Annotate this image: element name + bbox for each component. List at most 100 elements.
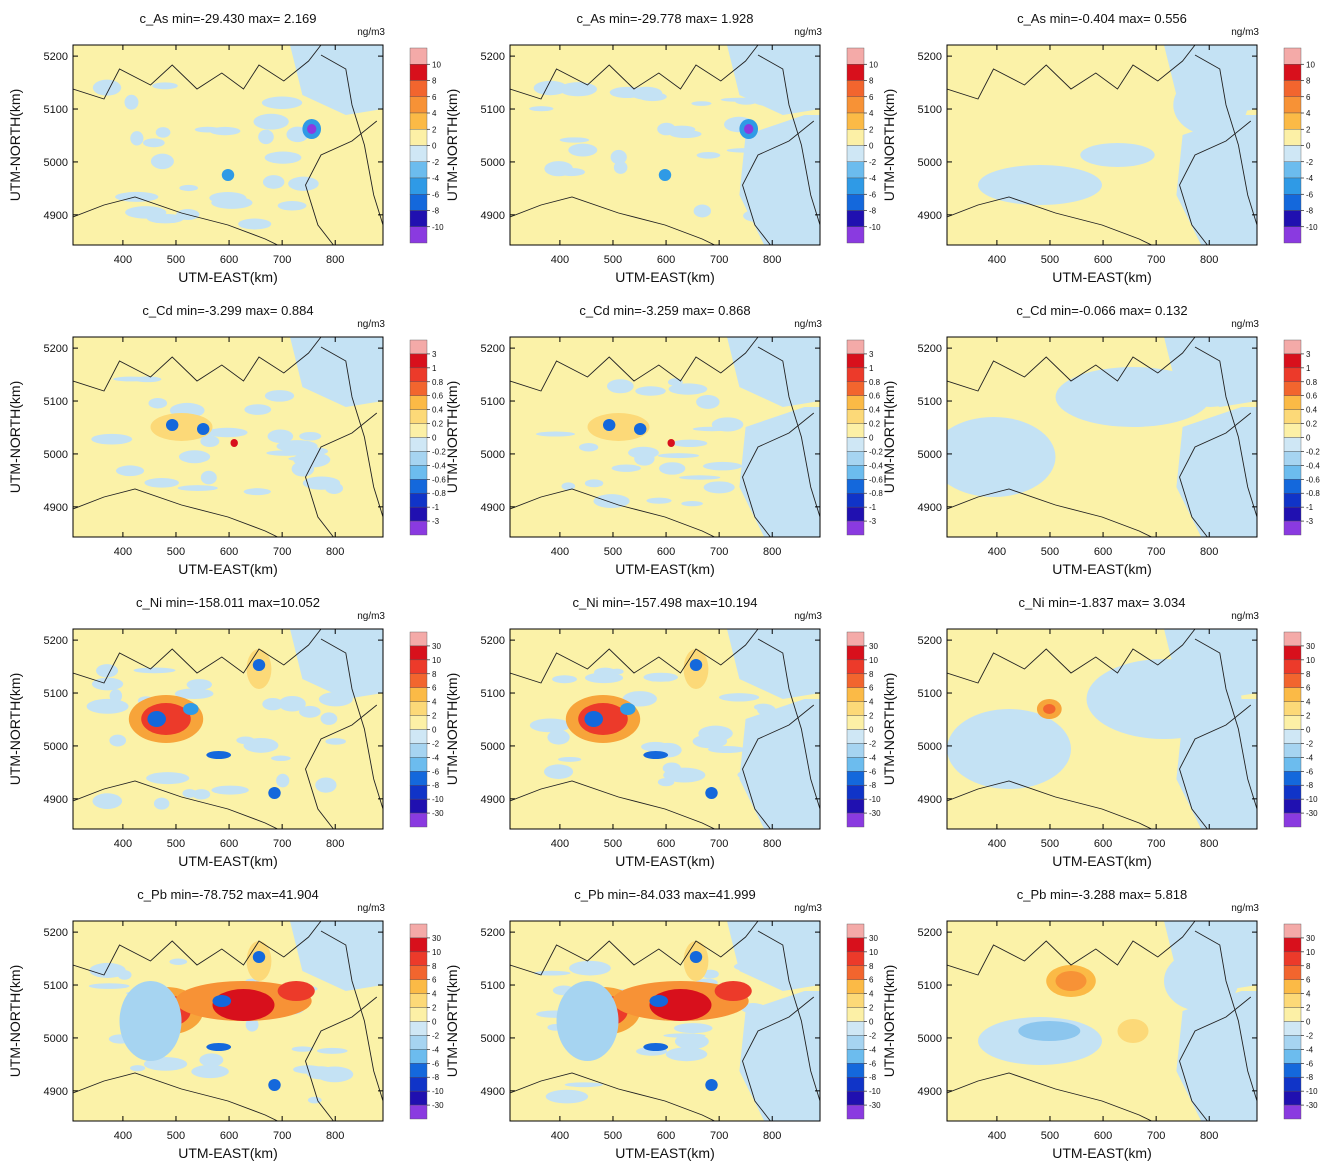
colorbar-box: [409, 771, 428, 786]
field-blob: [703, 481, 735, 494]
x-tick-label: 800: [1200, 254, 1218, 266]
colorbar-box: [1283, 965, 1302, 980]
x-tick-label: 600: [657, 1130, 675, 1142]
field-blob: [109, 689, 123, 703]
y-tick-label: 5000: [481, 157, 505, 169]
x-tick-label: 500: [1041, 546, 1059, 558]
colorbar-label: 2: [869, 1004, 874, 1013]
field-blob: [1018, 1021, 1081, 1041]
colorbar-label: -2: [1306, 1031, 1314, 1040]
colorbar-box: [846, 47, 865, 65]
colorbar-label: -6: [869, 190, 877, 199]
field-blob: [109, 734, 127, 747]
border-line: [320, 930, 383, 1102]
map-field: [510, 921, 820, 1121]
field-blob: [1173, 347, 1248, 407]
colorbar-box: [409, 409, 428, 424]
y-tick-label: 5200: [481, 343, 505, 355]
x-axis-label: UTM-EAST(km): [178, 1145, 278, 1161]
field-blob: [737, 769, 777, 781]
colorbar-label: -1: [1306, 503, 1314, 512]
colorbar-box: [1283, 1063, 1302, 1078]
colorbar-label: 10: [432, 60, 441, 69]
field-blob: [593, 667, 617, 678]
field-blob: [174, 688, 214, 700]
x-axis-label: UTM-EAST(km): [178, 269, 278, 285]
border-line: [305, 412, 378, 537]
field-blob: [692, 734, 728, 749]
alps-region: [727, 45, 820, 115]
colorbar-label: 8: [869, 670, 874, 679]
panel: c_Pb min=-84.033 max=41.999 ng/m3 UTM-EAST…: [444, 887, 881, 1161]
colorbar-box: [1283, 47, 1302, 65]
panel: c_Ni min=-157.498 max=10.194 ng/m3 UTM-EAS…: [444, 595, 881, 869]
colorbar-label: -6: [432, 190, 440, 199]
field-blob: [116, 465, 145, 477]
colorbar-label: -8: [869, 207, 877, 216]
field-blob: [91, 677, 124, 691]
colorbar-box: [846, 210, 865, 227]
colorbar-box: [1283, 64, 1302, 81]
map-field: [510, 337, 820, 537]
colorbar-box: [1283, 395, 1302, 410]
colorbar-box: [846, 465, 865, 480]
field-blob: [91, 433, 133, 445]
field-blob: [307, 124, 317, 134]
colorbar-label: 0.6: [869, 392, 881, 401]
field-blob: [610, 149, 627, 165]
border-line: [947, 1072, 1152, 1121]
field-blob: [752, 94, 792, 107]
field-blob: [299, 431, 322, 441]
border-line: [947, 629, 1196, 684]
colorbar-box: [1283, 1021, 1302, 1036]
field-blob: [761, 1013, 781, 1020]
colorbar-label: -0.8: [432, 489, 446, 498]
colorbar-box: [846, 395, 865, 410]
colorbar-box: [1283, 785, 1302, 800]
border-line: [947, 45, 1196, 100]
field-blob: [212, 995, 232, 1007]
border-line: [742, 120, 815, 245]
border-line: [1194, 54, 1257, 226]
x-tick-label: 500: [1041, 838, 1059, 850]
colorbar-box: [846, 701, 865, 716]
x-tick-label: 500: [604, 254, 622, 266]
y-tick-label: 5100: [481, 104, 505, 116]
colorbar-box: [846, 353, 865, 369]
x-tick-label: 700: [273, 254, 291, 266]
colorbar-label: -6: [432, 767, 440, 776]
colorbar-box: [1283, 177, 1302, 195]
colorbar-label: -2: [432, 158, 440, 167]
x-tick-label: 800: [763, 546, 781, 558]
field-blob: [320, 712, 338, 725]
colorbar-box: [846, 161, 865, 179]
border-line: [1194, 346, 1257, 518]
x-tick-label: 600: [220, 546, 238, 558]
field-blob: [720, 97, 759, 102]
border-line: [73, 45, 322, 100]
colorbar-label: 2: [1306, 125, 1311, 134]
colorbar-box: [409, 1104, 428, 1120]
field-blob: [751, 793, 767, 803]
colorbar-box: [846, 339, 865, 355]
colorbar-box: [409, 80, 428, 97]
colorbar-label: 0.2: [432, 420, 444, 429]
colorbar-label: 4: [869, 698, 874, 707]
field-blob: [291, 1046, 314, 1052]
border-line: [305, 704, 378, 829]
field-blob: [309, 961, 328, 969]
colorbar-box: [409, 1007, 428, 1022]
unit-label: ng/m3: [794, 903, 822, 914]
colorbar-box: [846, 1007, 865, 1022]
field-blob: [318, 692, 353, 707]
colorbar-box: [1283, 353, 1302, 369]
plot-frame: [946, 44, 1258, 246]
border-line: [73, 488, 278, 537]
x-axis-label: UTM-EAST(km): [615, 561, 715, 577]
colorbar-label: 10: [869, 948, 878, 957]
x-tick-label: 400: [114, 838, 132, 850]
colorbar-label: 30: [432, 642, 441, 651]
colorbar-label: -2: [869, 1031, 877, 1040]
colorbar-box: [846, 771, 865, 786]
